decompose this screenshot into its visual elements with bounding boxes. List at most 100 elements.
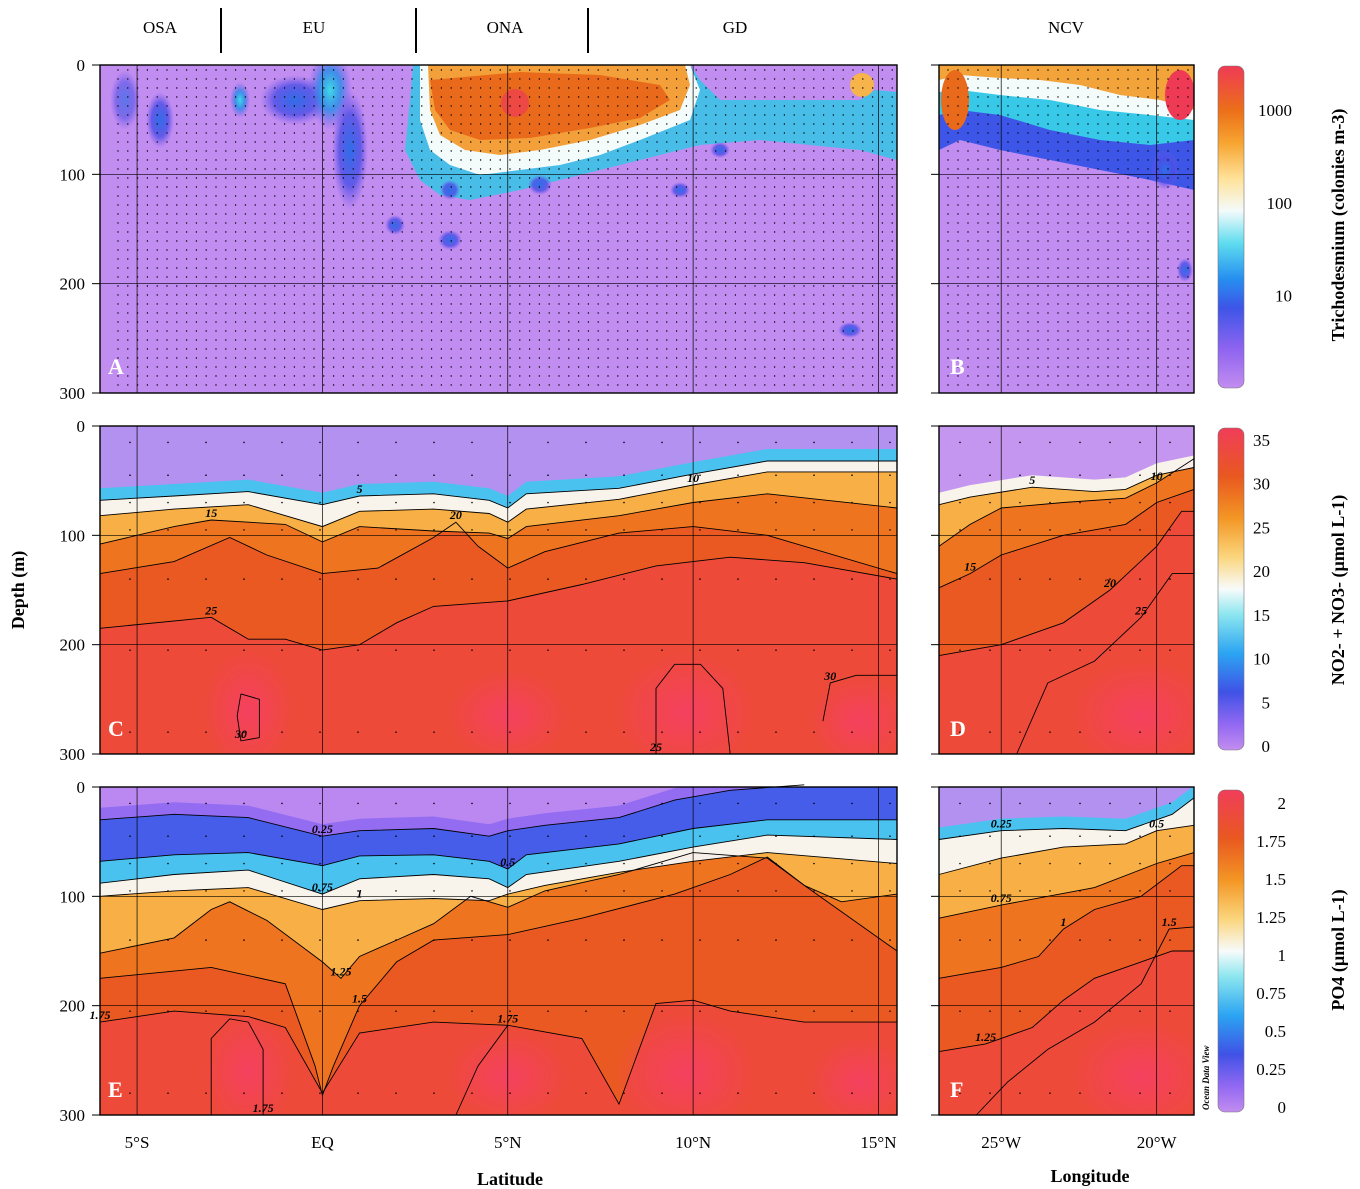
station-sample bbox=[871, 258, 874, 260]
station-sample bbox=[813, 348, 815, 350]
station-sample bbox=[1127, 222, 1129, 224]
station-sample bbox=[822, 141, 825, 143]
station-sample bbox=[1137, 249, 1139, 251]
station-sample bbox=[401, 96, 403, 98]
station-sample bbox=[244, 231, 247, 233]
station-sample bbox=[666, 321, 668, 323]
station-sample bbox=[342, 366, 345, 368]
station-sample bbox=[813, 159, 815, 161]
station-sample bbox=[607, 384, 609, 386]
station-sample bbox=[460, 348, 462, 350]
station-sample bbox=[1097, 123, 1099, 125]
station-sample bbox=[997, 375, 999, 377]
station-sample bbox=[127, 195, 129, 197]
station-sample bbox=[891, 294, 893, 296]
station-sample bbox=[283, 195, 286, 197]
station-sample bbox=[744, 177, 746, 179]
station-sample bbox=[646, 312, 648, 314]
station-sample bbox=[303, 330, 305, 332]
station-sample bbox=[724, 285, 727, 287]
station-sample bbox=[117, 357, 119, 359]
station-sample bbox=[1177, 150, 1179, 152]
station-sample bbox=[1177, 69, 1179, 71]
station-sample bbox=[470, 231, 472, 233]
station-sample bbox=[401, 321, 403, 323]
station-sample bbox=[117, 213, 119, 215]
station-sample bbox=[274, 195, 276, 197]
station-sample bbox=[881, 330, 884, 332]
station-sample bbox=[1049, 529, 1051, 531]
station-sample bbox=[440, 357, 443, 359]
station-sample bbox=[372, 294, 374, 296]
station-sample bbox=[661, 649, 663, 651]
station-sample bbox=[871, 231, 874, 233]
station-sample bbox=[117, 195, 119, 197]
station-sample bbox=[323, 384, 325, 386]
station-sample bbox=[1177, 339, 1179, 341]
station-sample bbox=[489, 213, 492, 215]
station-sample bbox=[705, 366, 707, 368]
station-sample bbox=[744, 366, 746, 368]
station-sample bbox=[793, 375, 795, 377]
station-sample bbox=[832, 240, 835, 242]
station-sample bbox=[764, 78, 766, 80]
contour-label: 1.5 bbox=[1162, 915, 1177, 929]
station-sample bbox=[313, 294, 315, 296]
station-sample bbox=[411, 132, 413, 134]
station-sample bbox=[244, 330, 247, 332]
station-sample bbox=[558, 258, 560, 260]
concentration-maximum bbox=[203, 1011, 294, 1115]
station-sample bbox=[460, 384, 462, 386]
station-sample bbox=[626, 258, 629, 260]
station-sample bbox=[754, 213, 756, 215]
station-sample bbox=[1037, 213, 1039, 215]
station-sample bbox=[244, 321, 247, 323]
station-sample bbox=[470, 168, 472, 170]
station-sample bbox=[274, 132, 276, 134]
station-sample bbox=[303, 78, 305, 80]
station-sample bbox=[1169, 802, 1171, 805]
station-sample bbox=[313, 276, 315, 278]
station-sample bbox=[391, 366, 394, 368]
station-sample bbox=[558, 348, 560, 350]
station-sample bbox=[401, 267, 403, 269]
station-sample bbox=[391, 222, 394, 224]
station-sample bbox=[715, 150, 717, 152]
station-sample bbox=[283, 69, 286, 71]
station-sample bbox=[636, 213, 639, 215]
station-sample bbox=[185, 357, 188, 359]
station-sample bbox=[675, 258, 678, 260]
station-sample bbox=[675, 312, 678, 314]
station-sample bbox=[1167, 141, 1169, 143]
station-sample bbox=[401, 285, 403, 287]
station-sample bbox=[1137, 276, 1139, 278]
station-sample bbox=[715, 375, 717, 377]
station-sample bbox=[489, 357, 492, 359]
station-sample bbox=[528, 123, 531, 125]
station-sample bbox=[967, 366, 969, 368]
station-sample bbox=[666, 366, 668, 368]
station-sample bbox=[822, 213, 825, 215]
station-sample bbox=[395, 890, 397, 892]
station-sample bbox=[617, 123, 619, 125]
station-sample bbox=[1017, 321, 1019, 323]
station-sample bbox=[274, 159, 276, 161]
station-sample bbox=[244, 204, 247, 206]
station-sample bbox=[274, 240, 276, 242]
station-sample bbox=[646, 114, 648, 116]
station-sample bbox=[1137, 258, 1139, 260]
station-sample bbox=[724, 213, 727, 215]
station-sample bbox=[764, 231, 766, 233]
station-sample bbox=[1097, 186, 1099, 188]
station-sample bbox=[362, 366, 364, 368]
station-sample bbox=[656, 168, 658, 170]
station-sample bbox=[764, 276, 766, 278]
station-sample bbox=[783, 348, 786, 350]
station-sample bbox=[695, 357, 697, 359]
station-sample bbox=[332, 348, 335, 350]
station-sample bbox=[548, 168, 550, 170]
station-sample bbox=[1147, 204, 1149, 206]
station-sample bbox=[166, 213, 168, 215]
station-sample bbox=[319, 1010, 321, 1012]
station-sample bbox=[1007, 87, 1009, 89]
